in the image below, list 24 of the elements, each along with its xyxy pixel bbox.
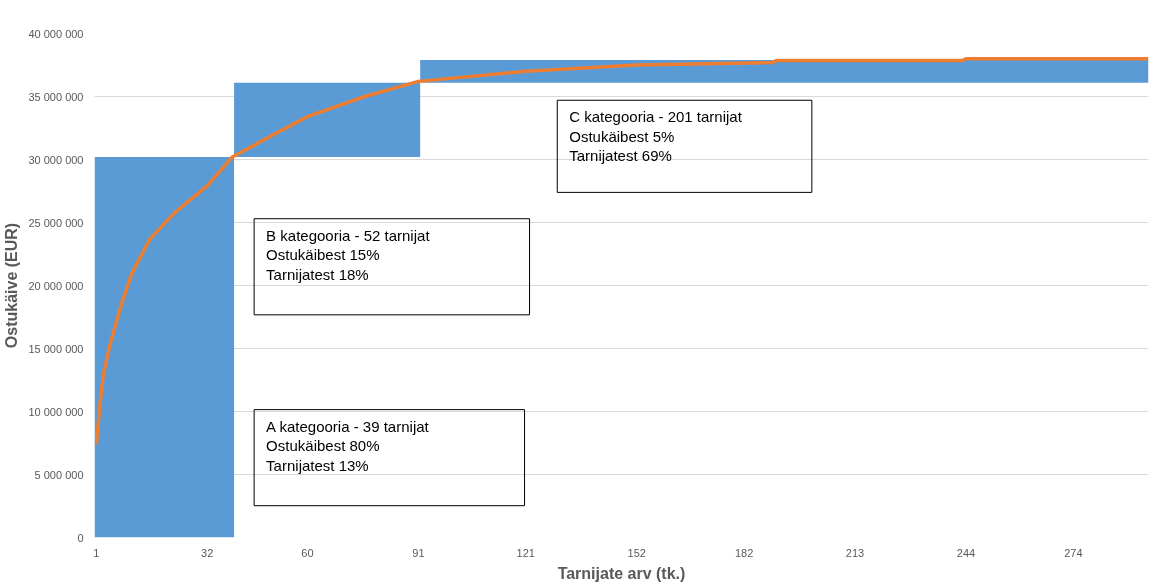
annotation: C kategooria - 201 tarnijat Ostukäibest 5% Tarnijatest 69% (569, 108, 743, 165)
x-tick-label: 91 (412, 546, 425, 559)
y-tick-label: 0 (77, 531, 84, 544)
y-tick-label: 20 000 000 (28, 279, 84, 292)
annotation: A kategooria - 39 tarnijat Ostukäibest 80% Tarnijatest 13% (266, 417, 430, 474)
y-tick-label: 30 000 000 (28, 153, 84, 166)
y-tick-label: 15 000 000 (28, 342, 84, 355)
x-tick-label: 244 (956, 546, 976, 559)
x-axis-title: Tarnijate arv (tk.) (557, 564, 686, 582)
x-tick-label: 213 (845, 546, 865, 559)
y-axis-title: Ostukäive (EUR) (3, 222, 21, 349)
x-tick-label: 274 (1064, 546, 1083, 559)
y-tick-label: 40 000 000 (28, 27, 84, 40)
x-tick-label: 152 (627, 546, 646, 559)
y-tick-label: 5 000 000 (34, 468, 84, 481)
annotation: B kategooria - 52 tarnijat Ostukäibest 15% Tarnijatest 18% (266, 226, 431, 283)
y-tick-label: 10 000 000 (28, 405, 84, 418)
y-tick-label: 25 000 000 (28, 216, 84, 229)
x-tick-label: 182 (734, 546, 754, 559)
x-tick-label: 32 (201, 546, 214, 559)
x-tick-label: 121 (516, 546, 535, 559)
x-tick-label: 1 (93, 546, 100, 559)
y-tick-label: 35 000 000 (28, 90, 84, 103)
x-tick-label: 60 (301, 546, 314, 559)
